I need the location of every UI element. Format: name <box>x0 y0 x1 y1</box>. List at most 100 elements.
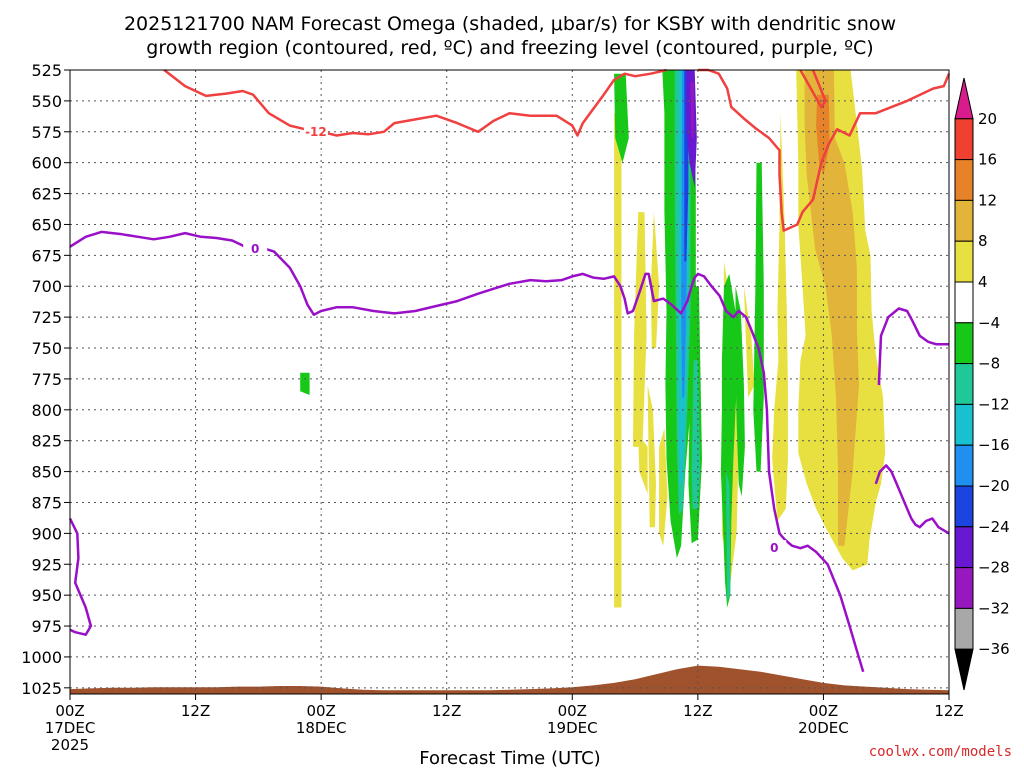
x-tick-label: 12Z <box>181 702 210 720</box>
colorbar-swatch <box>954 159 974 201</box>
omega-region <box>614 113 622 608</box>
colorbar-label: −8 <box>978 355 1000 373</box>
omega-region <box>743 286 755 398</box>
colorbar-label: −12 <box>978 395 1010 413</box>
omega-region <box>772 113 788 521</box>
y-tick-label: 900 <box>31 524 62 543</box>
freezing-contour-label-bg <box>243 241 268 256</box>
x-tick-label: 20DEC <box>798 719 849 737</box>
colorbar-label: 12 <box>978 191 997 209</box>
omega-region <box>659 428 668 546</box>
colorbar-swatch <box>954 444 974 487</box>
omega-region <box>647 385 656 528</box>
freezing-contour-label-bg <box>762 540 787 555</box>
x-tick-label: 00Z <box>809 702 838 720</box>
y-tick-label: 875 <box>31 493 62 512</box>
colorbar-label: 20 <box>978 110 997 128</box>
colorbar-label: −20 <box>978 477 1010 495</box>
y-tick-label: 1000 <box>21 648 62 667</box>
y-tick-label: 975 <box>31 617 62 636</box>
x-tick-label: 00Z <box>55 702 84 720</box>
colorbar-swatch <box>954 567 974 609</box>
x-tick-label: 12Z <box>934 702 963 720</box>
y-tick-label: 800 <box>31 401 62 420</box>
x-tick-label: 2025 <box>51 736 89 754</box>
omega-shading-layer <box>300 70 886 608</box>
colorbar-label: −16 <box>978 436 1010 454</box>
freezing-contour-label: 0 <box>770 541 778 555</box>
y-axis: 525 550 575 600 625 650 675 700 725 750 775 800 825 8… <box>21 61 70 698</box>
y-tick-label: 575 <box>31 123 62 142</box>
omega-region <box>650 212 660 348</box>
y-tick-label: 950 <box>31 586 62 605</box>
dendritic-growth-contours: -12 <box>163 68 951 232</box>
x-tick-label: 00Z <box>306 702 335 720</box>
chart-title-line-2: growth region (contoured, red, ºC) and f… <box>146 37 873 59</box>
colorbar-swatch <box>954 363 974 405</box>
colorbar-label: −32 <box>978 599 1010 617</box>
colorbar-swatch <box>954 526 974 569</box>
freezing-level-contours: 00 <box>68 230 950 673</box>
y-tick-label: 650 <box>31 215 62 234</box>
y-tick-label: 700 <box>31 277 62 296</box>
x-tick-label: 12Z <box>683 702 712 720</box>
x-tick-label: 18DEC <box>296 719 347 737</box>
chart-title-line-1: 2025121700 NAM Forecast Omega (shaded, μ… <box>124 13 896 35</box>
colorbar-swatch <box>954 403 974 446</box>
colorbar-label: −4 <box>978 314 1000 332</box>
omega-region <box>726 471 731 602</box>
dgz-contour-label-bg <box>303 123 328 138</box>
colorbar: 20 16 12 8 4 −4 −8 −12 −16 −20 −24 −28 −32 −36 <box>954 77 1010 691</box>
y-tick-label: 825 <box>31 432 62 451</box>
omega-region <box>816 94 830 175</box>
dgz-contour-line <box>163 68 667 137</box>
colorbar-swatch <box>954 322 974 365</box>
omega-region <box>735 286 745 497</box>
dgz-contour-line <box>697 68 951 232</box>
y-tick-label: 750 <box>31 339 62 358</box>
terrain-layer <box>70 665 949 694</box>
x-tick-label: 12Z <box>432 702 461 720</box>
y-tick-label: 600 <box>31 154 62 173</box>
omega-region <box>753 162 764 472</box>
colorbar-label: −36 <box>978 640 1010 658</box>
colorbar-swatch <box>954 485 974 528</box>
y-tick-label: 725 <box>31 308 62 327</box>
colorbar-label: 8 <box>978 232 988 250</box>
freezing-contour-line <box>874 464 950 535</box>
omega-region <box>300 372 310 395</box>
colorbar-label: 4 <box>978 273 988 291</box>
omega-region <box>633 212 647 447</box>
x-tick-label: 00Z <box>558 702 587 720</box>
omega-region <box>638 434 648 494</box>
gridlines <box>70 69 949 694</box>
y-tick-label: 1025 <box>21 679 62 698</box>
freezing-contour-line <box>877 307 949 386</box>
freezing-contour-line <box>68 517 93 636</box>
plot-frame <box>69 69 950 695</box>
y-tick-label: 625 <box>31 185 62 204</box>
omega-region <box>804 70 859 546</box>
colorbar-top-arrow <box>954 77 974 120</box>
colorbar-swatch <box>954 240 974 283</box>
y-tick-label: 775 <box>31 370 62 389</box>
terrain-surface <box>70 665 949 694</box>
colorbar-label: −28 <box>978 559 1010 577</box>
omega-region <box>690 82 694 138</box>
x-axis-label: Forecast Time (UTC) <box>419 748 600 768</box>
y-tick-label: 525 <box>31 61 62 80</box>
y-tick-label: 550 <box>31 92 62 111</box>
x-tick-label: 17DEC <box>45 719 96 737</box>
omega-region <box>691 360 700 509</box>
freezing-contour-label: 0 <box>251 242 259 256</box>
dgz-contour-line <box>799 69 827 109</box>
omega-region <box>720 273 739 608</box>
credit-text[interactable]: coolwx.com/models <box>869 744 1012 760</box>
x-tick-label: 19DEC <box>547 719 598 737</box>
y-tick-label: 925 <box>31 555 62 574</box>
colorbar-label: 16 <box>978 151 997 169</box>
colorbar-swatch <box>954 281 974 324</box>
colorbar-bottom-arrow <box>954 648 974 691</box>
